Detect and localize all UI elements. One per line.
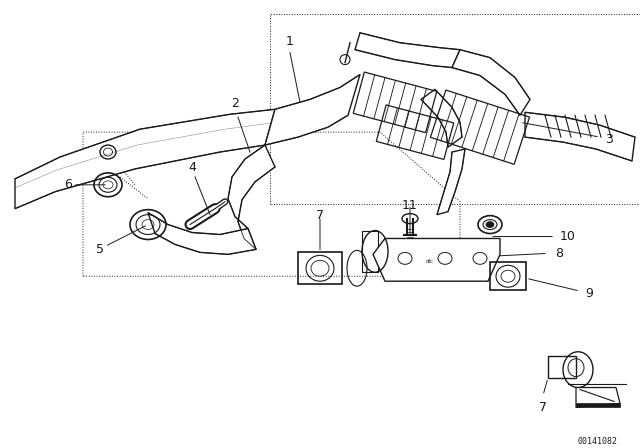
Text: 7: 7 [316,209,324,222]
Polygon shape [15,109,275,209]
Polygon shape [437,149,465,215]
Polygon shape [265,74,360,145]
Text: 3: 3 [605,133,613,146]
Text: 9: 9 [585,287,593,300]
Polygon shape [576,388,620,407]
Text: 1: 1 [286,34,294,47]
Polygon shape [452,50,530,115]
Text: 00141082: 00141082 [577,437,617,446]
Bar [298,252,342,284]
Polygon shape [576,404,620,407]
Polygon shape [148,213,256,254]
Bar [548,356,576,378]
Polygon shape [373,238,500,281]
Text: 2: 2 [231,97,239,110]
Text: 7: 7 [539,401,547,414]
Polygon shape [525,112,635,161]
Text: 4: 4 [188,161,196,174]
Polygon shape [355,33,460,68]
Polygon shape [228,145,275,250]
Text: 8: 8 [555,247,563,260]
Text: 10: 10 [560,230,576,243]
Bar [490,263,526,290]
Text: 6: 6 [64,178,72,191]
Text: 5: 5 [96,243,104,256]
Polygon shape [362,231,378,272]
Ellipse shape [486,222,494,228]
Text: 11: 11 [402,199,418,212]
Text: dlc: dlc [426,259,434,264]
Polygon shape [421,90,462,147]
